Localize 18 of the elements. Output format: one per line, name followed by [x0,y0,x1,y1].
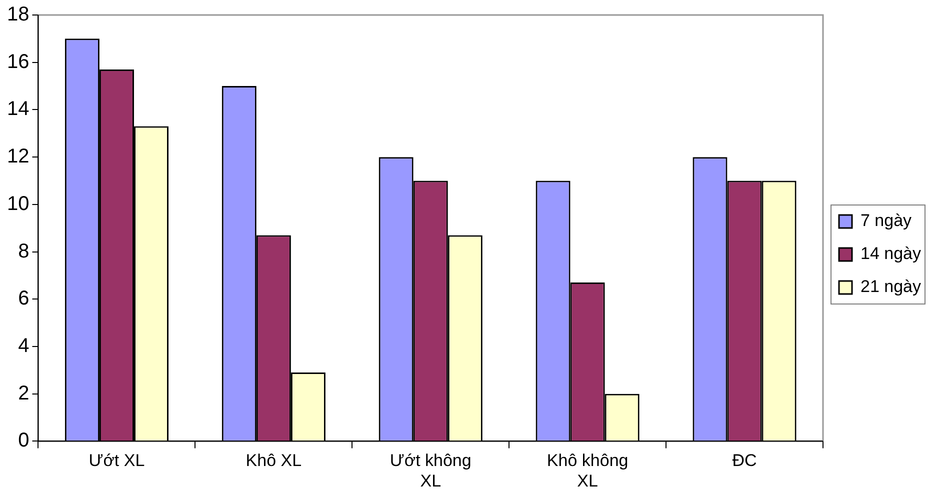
y-tick-label: 14 [6,98,30,120]
y-tick-label: 10 [6,192,30,215]
x-tick-label: Khô XL [246,451,302,470]
x-tick-label: Ướt XL [88,451,145,470]
legend-label: 21 ngày [860,277,922,296]
y-tick-label: 2 [18,382,30,404]
y-tick-label: 12 [6,146,30,168]
y-tick-label: 18 [6,4,30,26]
x-tick-label: ĐC [732,451,757,470]
y-tick-label: 4 [18,335,30,358]
y-tick-label: 16 [6,50,30,73]
legend-label: 14 ngày [860,244,922,264]
x-tick-label: Ướt không XL [390,451,472,490]
y-tick-label: 8 [18,240,30,262]
x-tick-label: Khô không XL [546,451,628,490]
legend-label: 7 ngày [860,211,912,230]
y-tick-label: 0 [18,430,30,452]
y-tick-label: 6 [18,288,30,310]
